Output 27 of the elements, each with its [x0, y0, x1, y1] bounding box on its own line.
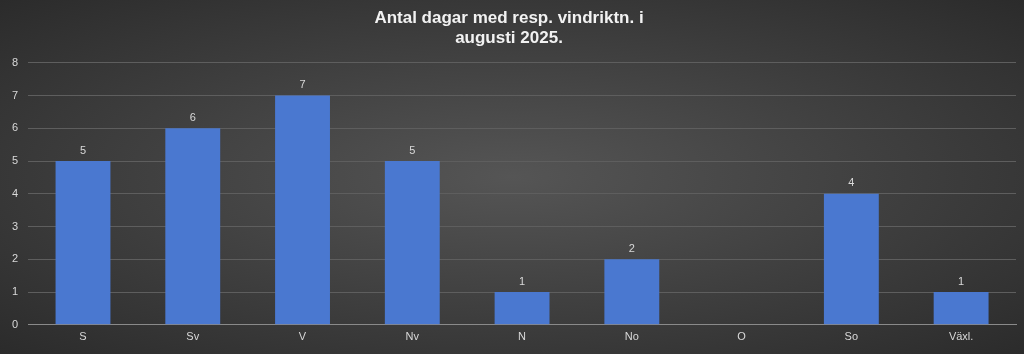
data-label: 4 [848, 176, 855, 189]
data-label: 5 [79, 143, 87, 156]
data-label: 6 [189, 110, 196, 123]
y-tick-label: 1 [11, 285, 19, 298]
x-tick-label: Nv [405, 330, 420, 343]
chart-title: Antal dagar med resp. vindriktn. i augusti 2025. [374, 7, 644, 48]
x-tick-label: Sv [186, 330, 200, 343]
data-label: 1 [958, 274, 965, 287]
y-tick-label: 3 [11, 219, 19, 232]
x-tick-label: V [298, 330, 307, 343]
x-tick-label: Växl. [948, 330, 974, 343]
y-tick-label: 4 [11, 186, 19, 199]
y-tick-label: 0 [11, 317, 19, 330]
y-tick-label: 5 [11, 154, 19, 167]
y-tick-label: 6 [11, 121, 19, 134]
x-tick-label: No [624, 330, 639, 343]
x-tick-label: O [737, 330, 747, 343]
x-tick-label: S [79, 330, 87, 343]
x-tick-label: So [844, 330, 859, 343]
y-tick-label: 2 [11, 252, 19, 265]
data-label: 5 [409, 143, 416, 156]
data-label: 1 [519, 274, 526, 287]
data-label: 2 [628, 241, 635, 254]
y-tick-label: 7 [11, 88, 19, 101]
y-tick-label: 8 [11, 55, 19, 68]
data-label: 7 [299, 78, 306, 91]
x-tick-label: N [518, 330, 527, 343]
